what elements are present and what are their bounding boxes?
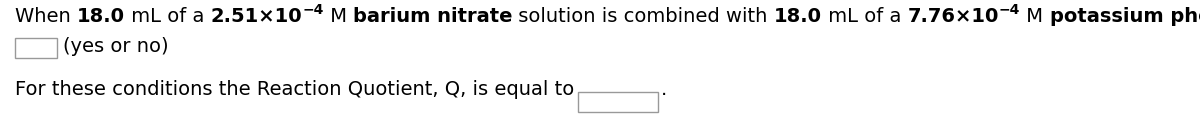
Text: −4: −4 — [998, 3, 1020, 17]
Text: −4: −4 — [302, 3, 324, 17]
Text: mL of a: mL of a — [125, 7, 211, 26]
Text: For these conditions the Reaction Quotient, Q, is equal to: For these conditions the Reaction Quotie… — [14, 80, 575, 99]
Text: M: M — [1020, 7, 1050, 26]
Text: 7.76×10: 7.76×10 — [907, 7, 998, 26]
Text: 18.0: 18.0 — [774, 7, 822, 26]
Text: When: When — [14, 7, 77, 26]
Text: 18.0: 18.0 — [77, 7, 125, 26]
Text: barium nitrate: barium nitrate — [353, 7, 512, 26]
Text: .: . — [661, 80, 667, 99]
Text: mL of a: mL of a — [822, 7, 907, 26]
Text: (yes or no): (yes or no) — [64, 37, 169, 56]
Text: M: M — [324, 7, 353, 26]
FancyBboxPatch shape — [14, 38, 58, 58]
FancyBboxPatch shape — [578, 92, 659, 112]
Text: solution is combined with: solution is combined with — [512, 7, 774, 26]
Text: potassium phosphate: potassium phosphate — [1050, 7, 1200, 26]
Text: 2.51×10: 2.51×10 — [211, 7, 302, 26]
